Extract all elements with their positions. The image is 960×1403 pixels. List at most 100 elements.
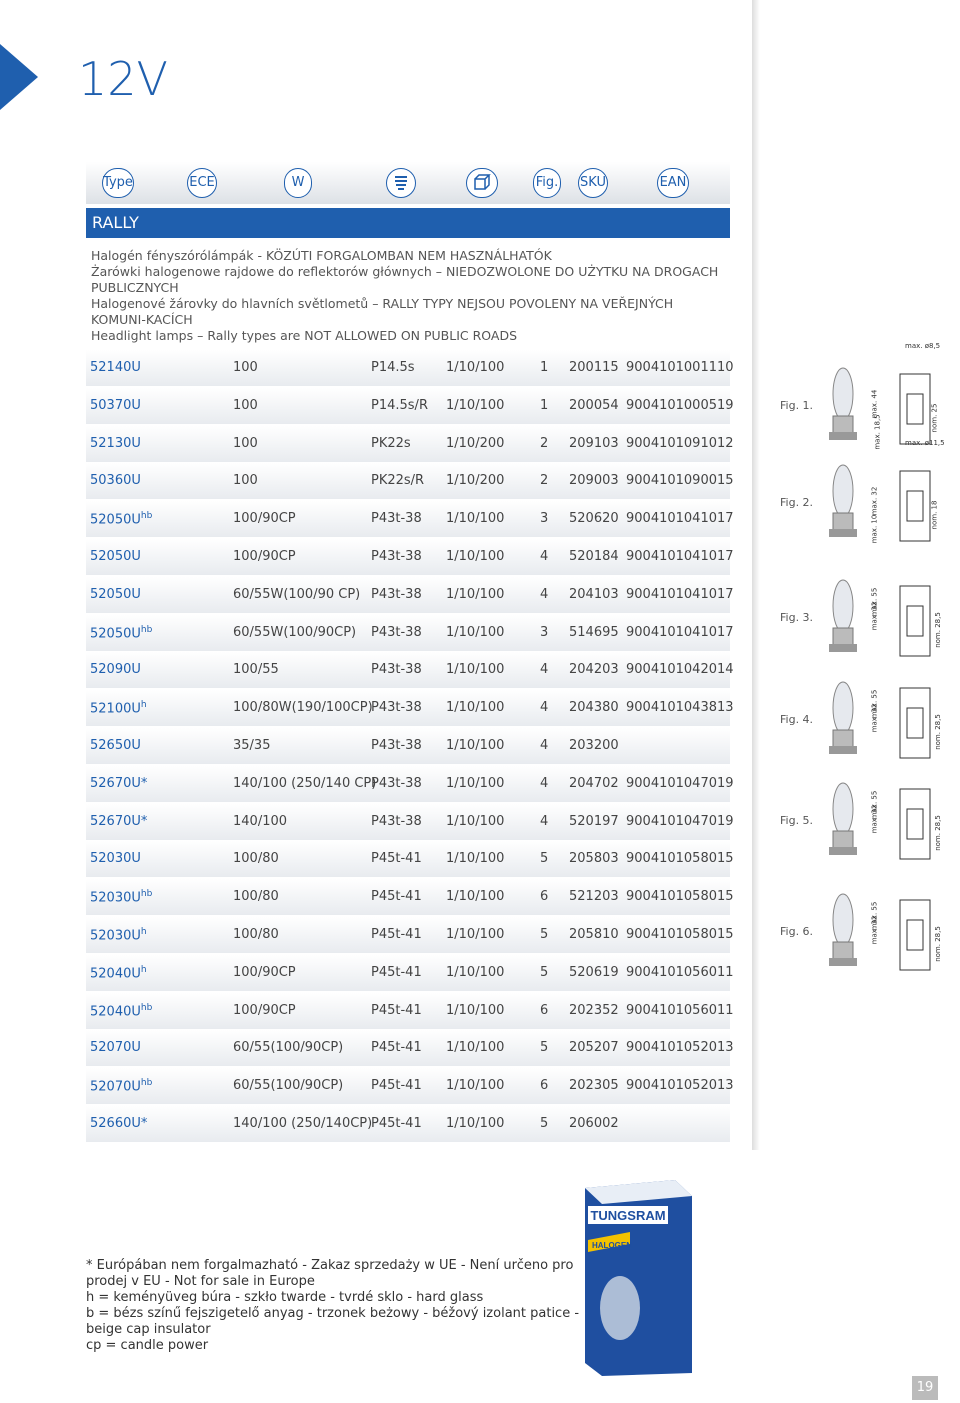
figure-label: Fig. 3.	[780, 611, 814, 624]
cell-base: P14.5s	[371, 360, 415, 375]
header-label: EAN	[657, 168, 689, 198]
cell-ean: 9004101056011	[626, 964, 734, 980]
header-label: Type	[102, 168, 134, 198]
cell-pack: 1/10/100	[446, 813, 505, 829]
dimension-label: max. ø8,5	[905, 342, 941, 350]
cell-w: 100/80	[233, 927, 279, 942]
cell-base: P43t-38	[371, 511, 422, 527]
type-suffix: hb	[140, 624, 153, 635]
bulb-drawing	[829, 681, 931, 759]
dimension-label: max. 18,5	[873, 414, 882, 450]
cell-type: 52050U	[90, 549, 141, 564]
figure-label: Fig. 6.	[780, 925, 814, 938]
footnote-line: b = bézs színű fejszigetelő anyag - trzo…	[86, 1306, 580, 1321]
dimension-label: max. 32	[870, 486, 879, 516]
type-suffix: hb	[140, 511, 153, 522]
table-row: 50360U 100 PK22s/R 1/10/200 2 209003 900410109…	[86, 463, 734, 500]
table-row: 52040Uh 100/90CP P45t-41 1/10/100 5 520619 900…	[86, 954, 734, 991]
type-suffix: hb	[140, 1078, 153, 1089]
cell-ean: 9004101047019	[626, 813, 734, 829]
cell-base: P43t-38	[371, 813, 422, 829]
cell-ean: 9004101041017	[626, 511, 734, 527]
product-line: HALOGEN	[592, 1241, 632, 1250]
dimension-label: nom. 28,5	[933, 926, 942, 962]
dimension-label: max. 32	[870, 804, 879, 834]
cell-fig: 1	[540, 397, 549, 413]
cell-ean: 9004101052013	[626, 1040, 734, 1056]
cell-fig: 5	[540, 851, 549, 867]
cell-type: 50360U	[90, 473, 141, 489]
table-row: 52050U 100/90CP P43t-38 1/10/100 4 520184 9004…	[86, 539, 734, 575]
cell-type: 52660U*	[90, 1116, 148, 1131]
table-row: 52670U* 140/100 (250/140 CP) P43t-38 1/10/1…	[86, 765, 734, 802]
cell-sku: 514695	[569, 624, 619, 640]
cell-type: 50370U	[90, 397, 141, 413]
bulb-drawing	[829, 464, 931, 542]
cell-sku: 200115	[569, 360, 619, 375]
cell-base: P45t-41	[371, 1078, 422, 1094]
table-row: 52090U 100/55 P43t-38 1/10/100 4 204203 900410…	[86, 652, 734, 689]
figure-label: Fig. 2.	[780, 496, 814, 509]
footnote-line: cp = candle power	[86, 1338, 209, 1353]
header-label: Fig.	[533, 168, 561, 198]
cell-fig: 1	[540, 360, 549, 375]
bulb-drawing	[829, 367, 931, 445]
header-icon	[466, 168, 498, 198]
cell-w: 60/55(100/90CP)	[233, 1040, 344, 1056]
cell-w: 100/80	[233, 851, 279, 867]
figure-label: Fig. 1.	[780, 399, 814, 412]
cell-type: 52650U	[90, 738, 141, 753]
table-row: 52650U 35/35 P43t-38 1/10/100 4 203200	[86, 728, 730, 764]
cell-w: 100	[233, 435, 258, 451]
cell-type: 52670U*	[90, 775, 148, 791]
cell-pack: 1/10/100	[446, 1040, 505, 1056]
cell-type: 52090U	[90, 662, 141, 678]
cell-pack: 1/10/100	[446, 889, 505, 905]
cell-fig: 4	[540, 738, 549, 753]
cell-pack: 1/10/100	[446, 360, 505, 375]
cell-sku: 520184	[569, 549, 619, 564]
cell-ean: 9004101000519	[626, 397, 734, 413]
cell-w: 100	[233, 473, 258, 489]
type-suffix: h	[140, 927, 147, 937]
cell-ean: 9004101001110	[626, 360, 734, 375]
cell-w: 140/100 (250/140CP)	[233, 1116, 373, 1131]
cell-ean: 9004101091012	[626, 435, 734, 451]
cell-w: 100/90CP	[233, 1002, 296, 1018]
cell-type: 52040Uhb	[90, 1002, 153, 1019]
footnote-line: * Európában nem forgalmazható - Zakaz sp…	[86, 1258, 574, 1273]
dimension-label: max. 32	[870, 915, 879, 945]
cell-sku: 209003	[569, 473, 619, 489]
cell-base: P45t-41	[371, 964, 422, 980]
cell-ean: 9004101041017	[626, 624, 734, 640]
cell-pack: 1/10/100	[446, 1002, 505, 1018]
cell-sku: 205803	[569, 851, 619, 867]
cell-pack: 1/10/100	[446, 511, 505, 527]
table-row: 52030U 100/80 P45t-41 1/10/100 5 205803 900410…	[86, 841, 734, 878]
cell-fig: 2	[540, 435, 549, 451]
table-row: 52030Uh 100/80 P45t-41 1/10/100 5 205810 90041…	[86, 917, 734, 953]
cell-w: 100/80	[233, 889, 279, 905]
cell-w: 60/55(100/90CP)	[233, 1078, 344, 1094]
column-header: Type ECE W Fig. SKU EAN	[86, 162, 730, 204]
cell-base: P45t-41	[371, 851, 422, 867]
cell-base: P45t-41	[371, 1040, 422, 1056]
cell-base: P43t-38	[371, 662, 422, 678]
cell-base: P45t-41	[371, 1002, 422, 1018]
cell-type: 52130U	[90, 435, 141, 451]
footnote-line: prodej v EU - Not for sale in Europe	[86, 1274, 315, 1289]
cell-fig: 4	[540, 662, 549, 678]
cell-pack: 1/10/100	[446, 775, 505, 791]
cell-base: P45t-41	[371, 1116, 422, 1131]
cell-base: P14.5s/R	[371, 397, 428, 413]
cell-fig: 4	[540, 813, 549, 829]
dimension-label: max. ø11,5	[905, 439, 945, 447]
type-suffix: hb	[140, 889, 153, 900]
table-row: 52100Uh 100/80W(190/100CP) P43t-38 1/10/100…	[86, 690, 734, 727]
dimension-label: nom. 18	[930, 500, 939, 530]
cell-w: 60/55W(100/90CP)	[233, 624, 357, 640]
description: Halogén fényszórólámpák - KÖZÚTI FORGALO…	[91, 248, 721, 344]
cell-sku: 521203	[569, 889, 619, 905]
cell-ean: 9004101041017	[626, 586, 734, 602]
brand: TUNGSRAM	[590, 1208, 665, 1223]
